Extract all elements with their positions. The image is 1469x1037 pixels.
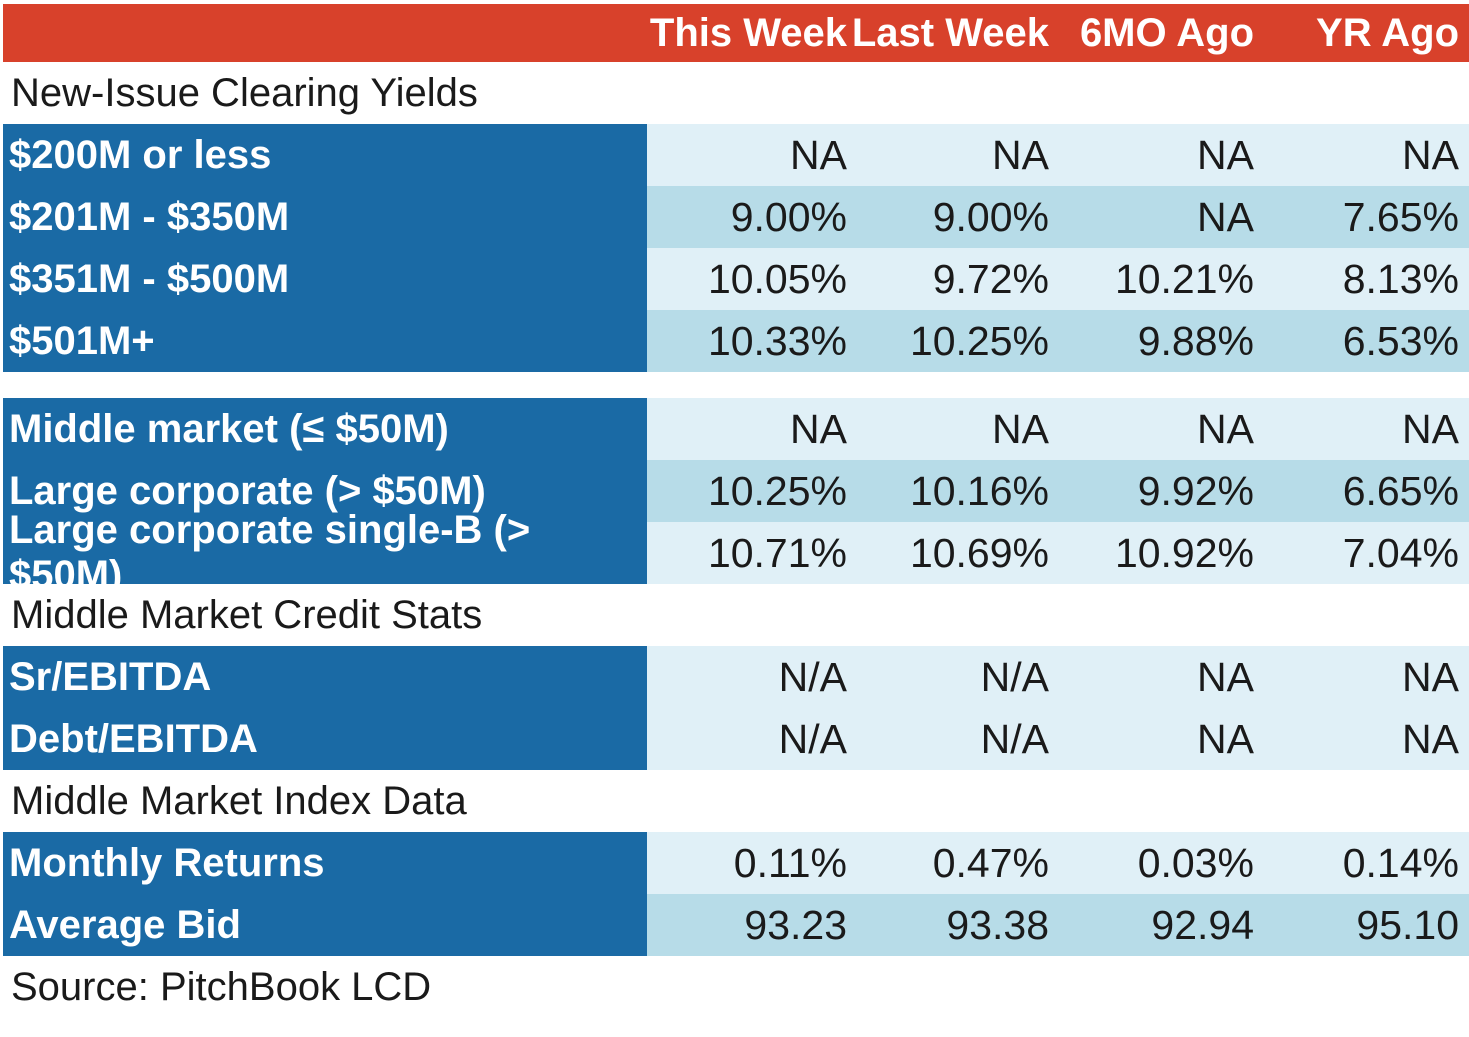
row-label: Large corporate single-B (> $50M) (3, 508, 647, 597)
section-title: Middle Market Index Data (11, 778, 467, 823)
row-label: $501M+ (3, 310, 647, 372)
source-note: Source: PitchBook LCD (11, 964, 432, 1009)
table-cell: N/A (778, 715, 847, 762)
table-cell: NA (1197, 193, 1254, 240)
table-cell: 0.14% (1342, 839, 1459, 886)
column-header: Last Week (851, 10, 1049, 55)
table-cell: 0.47% (932, 839, 1049, 886)
row-label: $200M or less (3, 124, 647, 186)
table-cell: NA (1197, 653, 1254, 700)
table-cell: NA (1402, 405, 1459, 452)
data-table: This Week Last Week 6MO Ago YR Ago New-I… (3, 4, 1469, 1018)
row-label: Middle market (≤ $50M) (3, 398, 647, 460)
table-cell: 6.65% (1342, 467, 1459, 514)
table-cell: 10.25% (707, 467, 847, 514)
section-title: Middle Market Credit Stats (11, 592, 483, 637)
column-header: 6MO Ago (1079, 10, 1254, 55)
section-title-row: New-Issue Clearing Yields (3, 62, 1469, 124)
table-cell: NA (992, 405, 1049, 452)
table-cell: 10.71% (707, 529, 847, 576)
table-cell: 9.00% (730, 193, 847, 240)
table-cell: 9.72% (932, 255, 1049, 302)
table-row: $351M - $500M 10.05% 9.72% 10.21% 8.13% (3, 248, 1469, 310)
table-cell: N/A (980, 653, 1049, 700)
table-cell: NA (1402, 715, 1459, 762)
table-cell: NA (1402, 131, 1459, 178)
row-label: Average Bid (3, 894, 647, 956)
table-cell: N/A (980, 715, 1049, 762)
table-cell: NA (1197, 715, 1254, 762)
table-cell: 10.69% (909, 529, 1049, 576)
table-row: Monthly Returns 0.11% 0.47% 0.03% 0.14% (3, 832, 1469, 894)
table-cell: 10.92% (1114, 529, 1254, 576)
table-cell: 93.23 (744, 901, 847, 948)
table-cell: NA (992, 131, 1049, 178)
section-title-row: Middle Market Credit Stats (3, 584, 1469, 646)
table-cell: 9.00% (932, 193, 1049, 240)
table-cell: NA (1197, 405, 1254, 452)
column-header: YR Ago (1316, 10, 1459, 55)
table-row: $501M+ 10.33% 10.25% 9.88% 6.53% (3, 310, 1469, 372)
table-cell: NA (1402, 653, 1459, 700)
section-title: New-Issue Clearing Yields (11, 70, 478, 115)
table-cell: 0.11% (733, 839, 847, 886)
table-cell: 10.21% (1114, 255, 1254, 302)
table-row: Sr/EBITDA N/A N/A NA NA (3, 646, 1469, 708)
table-cell: 8.13% (1342, 255, 1459, 302)
table-cell: 10.16% (909, 467, 1049, 514)
table-cell: 10.33% (707, 317, 847, 364)
table-cell: 10.25% (909, 317, 1049, 364)
row-label: $201M - $350M (3, 186, 647, 248)
table-row: $200M or less NA NA NA NA (3, 124, 1469, 186)
table-row: Middle market (≤ $50M) NA NA NA NA (3, 398, 1469, 460)
table-row: $201M - $350M 9.00% 9.00% NA 7.65% (3, 186, 1469, 248)
table-cell: 95.10 (1356, 901, 1459, 948)
table-cell: 93.38 (946, 901, 1049, 948)
table-cell: 7.65% (1342, 193, 1459, 240)
table-cell: 9.88% (1137, 317, 1254, 364)
row-label: Monthly Returns (3, 832, 647, 894)
table-cell: N/A (778, 653, 847, 700)
row-label: Large corporate (> $50M) (3, 460, 647, 522)
table-cell: NA (790, 405, 847, 452)
table-row: Debt/EBITDA N/A N/A NA NA (3, 708, 1469, 770)
source-note-row: Source: PitchBook LCD (3, 956, 1469, 1018)
column-header: This Week (649, 10, 847, 55)
table-cell: 9.92% (1137, 467, 1254, 514)
table-cell: 10.05% (707, 255, 847, 302)
table-cell: NA (790, 131, 847, 178)
table-row: Large corporate (> $50M) 10.25% 10.16% 9… (3, 460, 1469, 522)
table-cell: 92.94 (1151, 901, 1254, 948)
table-cell: 6.53% (1342, 317, 1459, 364)
header-row: This Week Last Week 6MO Ago YR Ago (3, 4, 1469, 62)
row-label: $351M - $500M (3, 248, 647, 310)
table-row: Large corporate single-B (> $50M) 10.71%… (3, 508, 1469, 597)
table-cell: 7.04% (1342, 529, 1459, 576)
row-label: Debt/EBITDA (3, 708, 647, 770)
table-cell: NA (1197, 131, 1254, 178)
section-title-row: Middle Market Index Data (3, 770, 1469, 832)
row-label: Sr/EBITDA (3, 646, 647, 708)
section-divider (3, 372, 1469, 398)
table-cell: 0.03% (1137, 839, 1254, 886)
table-row: Average Bid 93.23 93.38 92.94 95.10 (3, 894, 1469, 956)
